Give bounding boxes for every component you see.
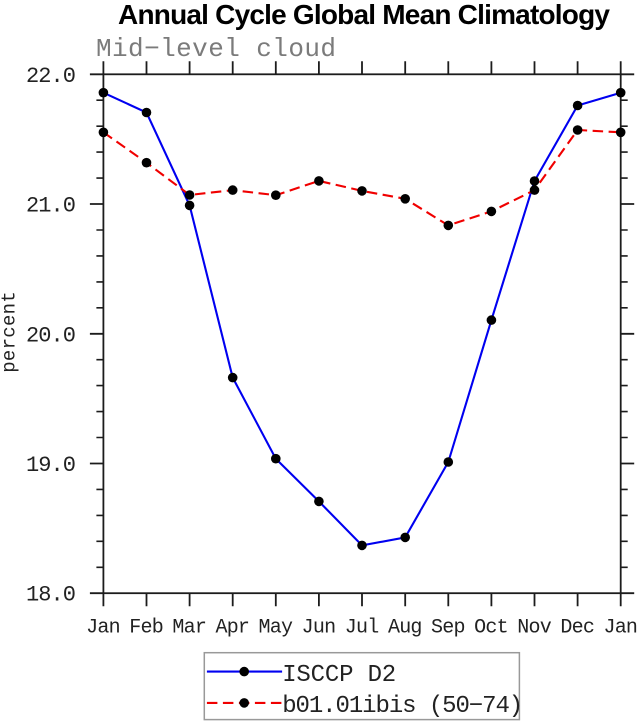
- svg-text:Dec: Dec: [560, 617, 595, 640]
- svg-text:18.0: 18.0: [26, 583, 76, 608]
- svg-text:Mar: Mar: [172, 617, 207, 640]
- svg-text:Annual Cycle Global Mean Clima: Annual Cycle Global Mean Climatology: [118, 0, 610, 30]
- svg-text:Oct: Oct: [474, 617, 509, 640]
- svg-text:b01.01ibis (50−74): b01.01ibis (50−74): [282, 693, 523, 720]
- svg-text:Jan: Jan: [603, 617, 638, 640]
- svg-text:Sep: Sep: [431, 617, 466, 640]
- svg-text:May: May: [259, 617, 294, 640]
- svg-text:ISCCP D2: ISCCP D2: [282, 662, 396, 689]
- svg-text:Apr: Apr: [215, 617, 250, 640]
- svg-text:Aug: Aug: [388, 617, 423, 640]
- svg-text:21.0: 21.0: [26, 194, 76, 219]
- svg-text:percent: percent: [0, 291, 21, 373]
- svg-text:20.0: 20.0: [26, 323, 76, 348]
- svg-text:Nov: Nov: [517, 617, 552, 640]
- svg-text:Jan: Jan: [86, 617, 121, 640]
- svg-text:Jun: Jun: [302, 617, 337, 640]
- svg-text:Mid−level cloud: Mid−level cloud: [96, 34, 336, 64]
- svg-text:Jul: Jul: [345, 617, 380, 640]
- svg-text:Feb: Feb: [129, 617, 164, 640]
- svg-text:22.0: 22.0: [26, 64, 76, 89]
- svg-text:19.0: 19.0: [26, 453, 76, 478]
